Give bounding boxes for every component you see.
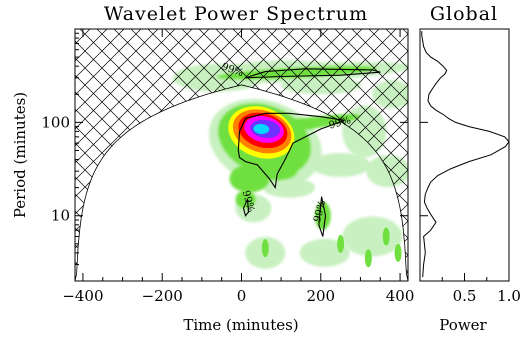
power-peak <box>253 123 270 134</box>
x-tick-label: 200 <box>306 287 335 305</box>
x-tick-label: 0 <box>237 287 247 305</box>
power-blip <box>364 249 372 268</box>
main-axis-ticks: −400 −200 0 200 400 10 100 <box>41 29 414 305</box>
cone-of-influence <box>75 29 408 281</box>
power-blip <box>261 239 269 258</box>
power-feature-b <box>235 190 256 209</box>
contour-small-b <box>242 199 250 217</box>
global-x-tick-label: 0.5 <box>453 287 477 305</box>
y-tick-label: 10 <box>51 207 70 225</box>
global-axis-ticks: 0.5 1.0 <box>420 121 521 305</box>
global-x-tick-label: 1.0 <box>497 287 521 305</box>
background-power <box>342 216 403 257</box>
background-power <box>310 152 371 177</box>
x-tick-label: 400 <box>386 287 415 305</box>
global-x-axis-label: Power <box>439 316 487 334</box>
global-plot-frame <box>419 28 510 282</box>
power-blip <box>337 234 345 253</box>
x-axis-label: Time (minutes) <box>183 316 298 334</box>
x-tick-label: −400 <box>62 287 103 305</box>
x-tick-label: −200 <box>142 287 183 305</box>
y-axis-label: Period (minutes) <box>11 92 29 218</box>
global-plot: 0.5 1.0 <box>419 28 521 305</box>
power-blip <box>382 227 390 246</box>
global-chart-title: Global <box>430 3 498 25</box>
y-tick-label: 100 <box>41 113 70 131</box>
contour-main <box>237 112 345 190</box>
main-chart-title: Wavelet Power Spectrum <box>104 3 368 25</box>
contour-upper <box>245 68 381 79</box>
power-blip <box>394 243 402 262</box>
global-power-line <box>421 31 509 278</box>
cone-of-influence-edge <box>75 84 408 281</box>
contour-small <box>318 196 327 237</box>
